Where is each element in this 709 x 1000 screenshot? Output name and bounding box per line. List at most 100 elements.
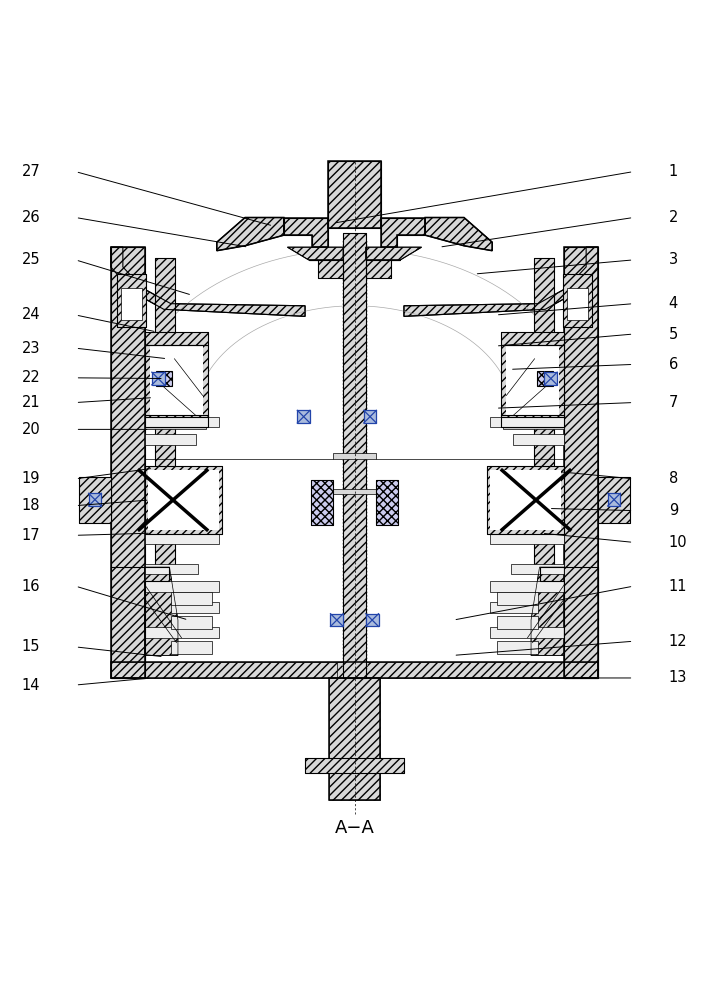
Bar <box>311 480 333 525</box>
Bar <box>376 480 398 525</box>
Bar <box>486 466 564 534</box>
Bar <box>297 410 310 423</box>
Bar <box>116 274 146 327</box>
Bar <box>152 372 164 385</box>
Bar <box>545 372 557 385</box>
Bar <box>155 258 175 571</box>
Bar <box>150 346 203 415</box>
Bar <box>490 581 564 592</box>
Bar <box>564 247 598 678</box>
Polygon shape <box>366 247 422 260</box>
Polygon shape <box>287 247 343 260</box>
Bar <box>486 466 564 534</box>
Bar <box>490 417 564 427</box>
Bar <box>343 233 366 678</box>
Bar <box>501 332 564 345</box>
Text: 20: 20 <box>21 422 40 437</box>
Bar <box>511 564 564 574</box>
Bar <box>329 678 380 800</box>
Text: 4: 4 <box>669 296 678 311</box>
Bar <box>145 417 219 427</box>
Text: 5: 5 <box>669 327 678 342</box>
Bar <box>155 258 175 571</box>
Bar <box>501 332 564 345</box>
Text: 3: 3 <box>669 252 678 267</box>
Bar <box>145 332 208 345</box>
Bar <box>145 434 196 445</box>
Bar <box>563 274 593 327</box>
Bar <box>490 627 564 638</box>
Bar <box>503 427 564 429</box>
Text: 2: 2 <box>669 210 678 225</box>
Text: 1: 1 <box>669 164 678 179</box>
Bar <box>171 592 212 605</box>
Bar <box>329 678 380 800</box>
Text: 11: 11 <box>669 579 687 594</box>
Bar <box>490 534 564 544</box>
Text: 27: 27 <box>21 164 40 179</box>
Text: 22: 22 <box>21 370 40 385</box>
Bar <box>490 602 538 613</box>
Bar <box>111 247 145 678</box>
Bar <box>145 345 208 417</box>
Polygon shape <box>381 218 425 247</box>
Bar <box>145 427 206 429</box>
Bar <box>328 161 381 228</box>
Text: 21: 21 <box>21 395 40 410</box>
Text: A−A: A−A <box>335 819 374 837</box>
Bar <box>79 477 111 523</box>
Polygon shape <box>111 247 305 316</box>
Text: 15: 15 <box>22 639 40 654</box>
Bar <box>537 371 553 386</box>
Bar <box>145 627 219 638</box>
Text: 24: 24 <box>21 307 40 322</box>
Bar <box>337 662 598 678</box>
Bar <box>501 345 564 417</box>
Bar <box>145 332 208 345</box>
Bar <box>145 564 198 574</box>
Bar <box>333 453 376 459</box>
Bar <box>501 415 564 427</box>
Text: 10: 10 <box>669 535 688 550</box>
Bar <box>490 470 561 530</box>
Bar <box>501 345 564 417</box>
Bar <box>171 602 219 613</box>
Bar <box>563 274 593 327</box>
Bar <box>497 616 538 629</box>
Bar <box>333 489 376 494</box>
Bar <box>330 614 343 626</box>
Polygon shape <box>531 567 564 655</box>
Bar <box>506 346 559 415</box>
Text: 16: 16 <box>22 579 40 594</box>
Text: 12: 12 <box>669 634 688 649</box>
Bar <box>567 288 588 320</box>
Text: 14: 14 <box>22 678 40 693</box>
Bar <box>328 161 381 228</box>
Text: 26: 26 <box>21 210 40 225</box>
Bar <box>145 415 208 427</box>
Bar <box>501 415 564 427</box>
Text: 17: 17 <box>21 528 40 543</box>
Bar <box>534 258 554 571</box>
Bar <box>148 470 219 530</box>
Polygon shape <box>111 567 169 678</box>
Bar <box>145 581 219 592</box>
Bar <box>564 247 598 678</box>
Bar <box>305 758 404 773</box>
Bar <box>497 641 538 654</box>
Text: 6: 6 <box>669 357 678 372</box>
Bar <box>598 477 630 523</box>
Bar <box>111 662 372 678</box>
Text: 25: 25 <box>21 252 40 267</box>
Bar <box>343 233 366 678</box>
Polygon shape <box>404 247 598 316</box>
Bar <box>513 434 564 445</box>
Polygon shape <box>217 218 284 251</box>
Text: 13: 13 <box>669 670 687 685</box>
Text: 23: 23 <box>22 341 40 356</box>
Text: 9: 9 <box>669 503 678 518</box>
Bar <box>376 480 398 525</box>
Bar <box>171 616 212 629</box>
Bar <box>111 247 145 678</box>
Bar <box>145 534 219 544</box>
